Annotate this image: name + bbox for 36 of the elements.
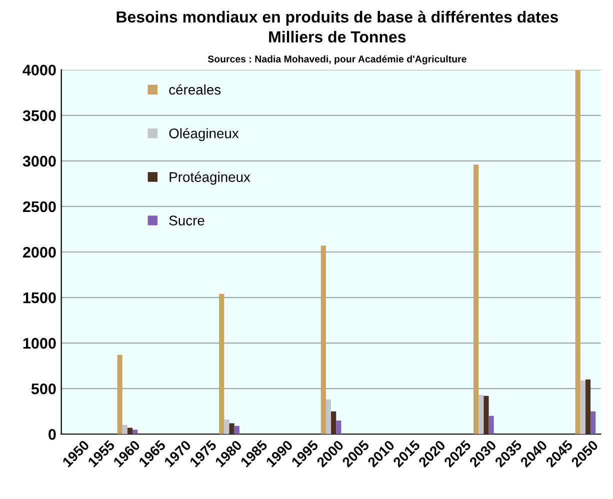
bar (484, 396, 489, 434)
bar (590, 411, 596, 434)
bar (224, 420, 230, 434)
bar (575, 70, 580, 434)
bar (585, 379, 591, 434)
y-tick-label: 1500 (23, 292, 56, 304)
bar (478, 394, 484, 434)
bar (122, 425, 128, 434)
bar (474, 164, 479, 434)
legend-label: céreales (169, 84, 221, 95)
legend-label: Oléagineux (169, 128, 239, 142)
bar (326, 400, 332, 434)
y-tick-label: 4000 (22, 64, 56, 76)
source-note: Sources : Nadia Mohavedi, pour Académie d'Agriculture (208, 55, 466, 64)
bar (132, 430, 138, 434)
bar (331, 411, 336, 434)
legend-label: Protéagineux (170, 172, 250, 185)
y-tick-label: 0 (48, 429, 56, 440)
y-tick-label: 3000 (22, 156, 56, 167)
bar (234, 426, 240, 434)
bar (219, 294, 224, 434)
bar (336, 420, 342, 434)
y-tick-label: 2500 (22, 201, 56, 212)
bar (229, 423, 234, 434)
bar (127, 428, 133, 434)
bar (488, 416, 494, 434)
y-tick-label: 500 (31, 383, 56, 394)
legend-label: Sucre (169, 216, 204, 226)
chart-subtitle: Milliers de Tonnes (269, 30, 406, 43)
chart-title: Besoins mondiaux en produits de base à différentes dates (116, 10, 558, 26)
y-tick-label: 3500 (22, 110, 56, 122)
bar (580, 380, 586, 434)
y-tick-label: 2000 (22, 246, 56, 258)
bar (117, 354, 122, 434)
y-tick-label: 1000 (23, 338, 56, 349)
bar (320, 246, 326, 434)
